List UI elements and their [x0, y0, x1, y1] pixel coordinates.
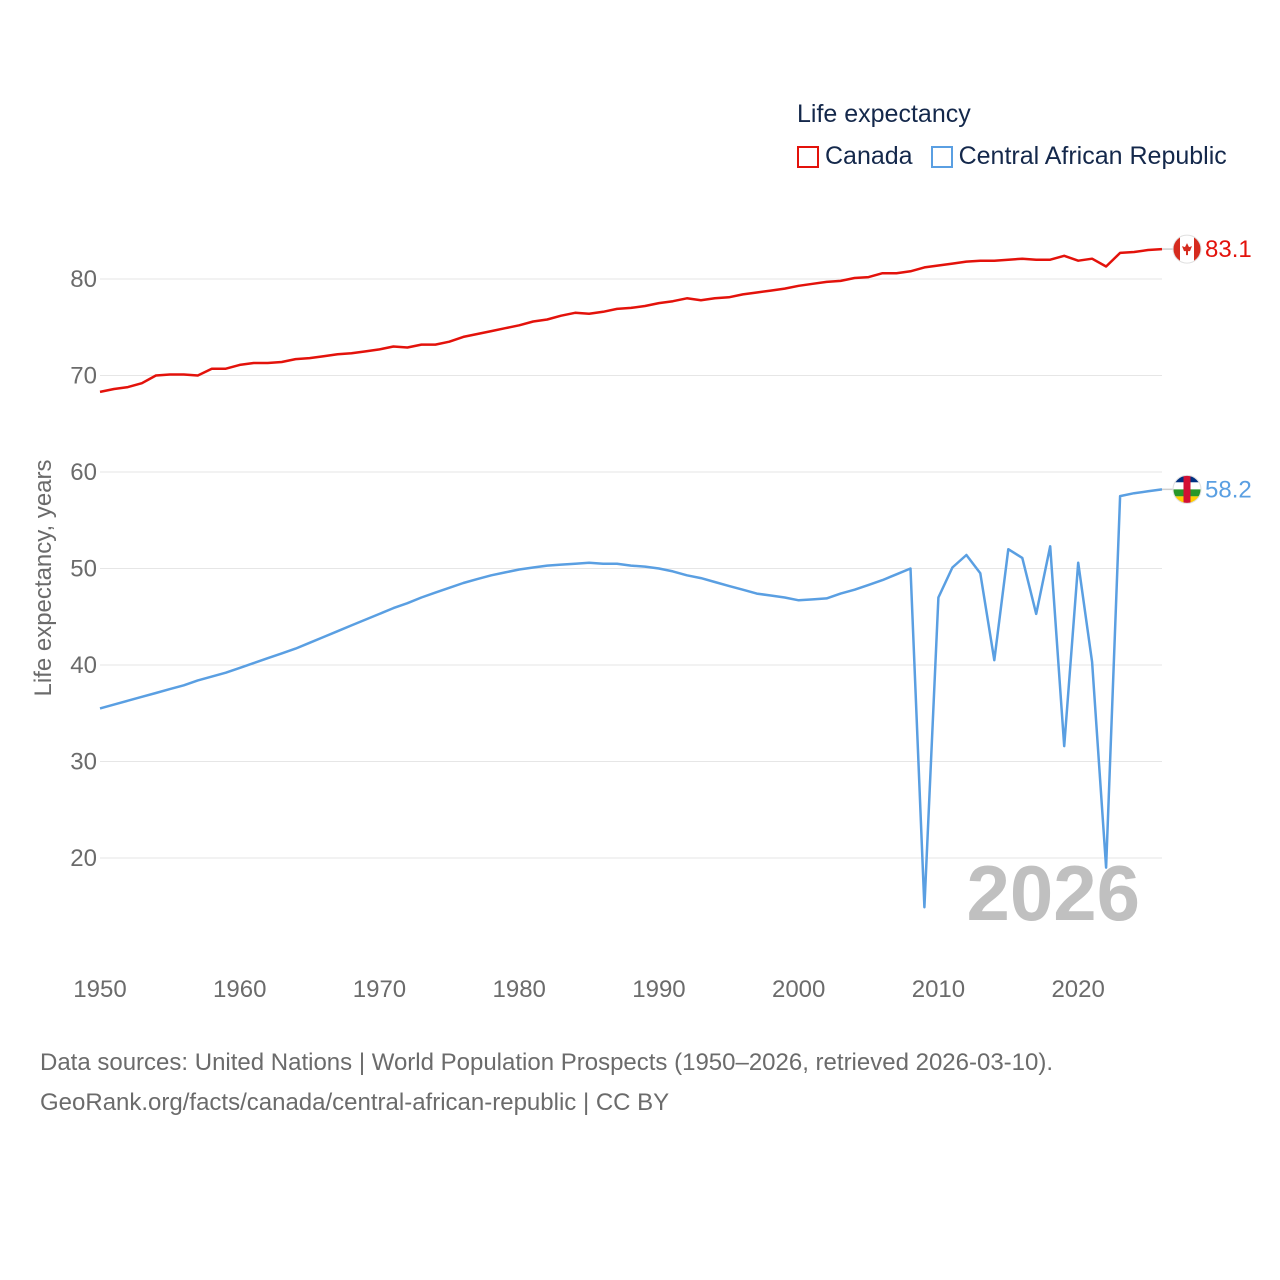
legend-item-central-african-republic[interactable]: Central African Republic — [930, 142, 1227, 171]
y-axis-ticks: 20 30 40 50 60 70 80 — [70, 266, 97, 872]
y-axis-label: Life expectancy, years — [30, 459, 57, 696]
canada-flag — [1172, 234, 1202, 264]
legend-title: Life expectancy — [797, 100, 971, 128]
series-line-canada — [99, 247, 1163, 394]
x-axis-ticks: 1950 1960 1970 1980 1990 2000 2010 2020 — [73, 976, 1105, 1003]
x-tick-2020: 2020 — [1051, 976, 1104, 1003]
x-tick-1950: 1950 — [73, 976, 126, 1003]
central-african-republic-flag — [1172, 474, 1202, 504]
source-line-1: Data sources: United Nations | World Pop… — [40, 1049, 1054, 1076]
x-tick-1970: 1970 — [353, 976, 406, 1003]
x-tick-2000: 2000 — [772, 976, 825, 1003]
series-end-markers: 83.1 58.2 — [1162, 234, 1252, 504]
end-label-canada: 83.1 — [1205, 236, 1252, 263]
grid-lines — [100, 278, 1162, 859]
y-tick-40: 40 — [70, 652, 97, 679]
legend-item-canada[interactable]: Canada — [797, 142, 913, 171]
series-line-central-african-republic — [99, 488, 1163, 909]
legend-label-central-african-republic: Central African Republic — [958, 142, 1227, 170]
legend: Canada Central African Republic — [797, 142, 1245, 171]
y-tick-50: 50 — [70, 556, 97, 583]
y-tick-20: 20 — [70, 845, 97, 872]
x-tick-1990: 1990 — [632, 976, 685, 1003]
legend-swatch-central-african-republic — [930, 145, 953, 168]
current-year-label: 2026 — [966, 849, 1140, 937]
source-line-2[interactable]: GeoRank.org/facts/canada/central-african… — [40, 1089, 670, 1116]
x-tick-1980: 1980 — [493, 976, 546, 1003]
y-tick-60: 60 — [70, 459, 97, 486]
data-source: Data sources: United Nations | World Pop… — [40, 1043, 1053, 1123]
legend-swatch-canada — [797, 145, 819, 168]
y-tick-30: 30 — [70, 749, 97, 776]
end-label-central-african-republic: 58.2 — [1205, 476, 1252, 503]
x-tick-2010: 2010 — [912, 976, 965, 1003]
legend-label-canada: Canada — [825, 142, 913, 170]
y-tick-80: 80 — [70, 266, 97, 293]
x-tick-1960: 1960 — [213, 976, 266, 1003]
series-lines — [99, 247, 1163, 909]
y-tick-70: 70 — [70, 363, 97, 390]
